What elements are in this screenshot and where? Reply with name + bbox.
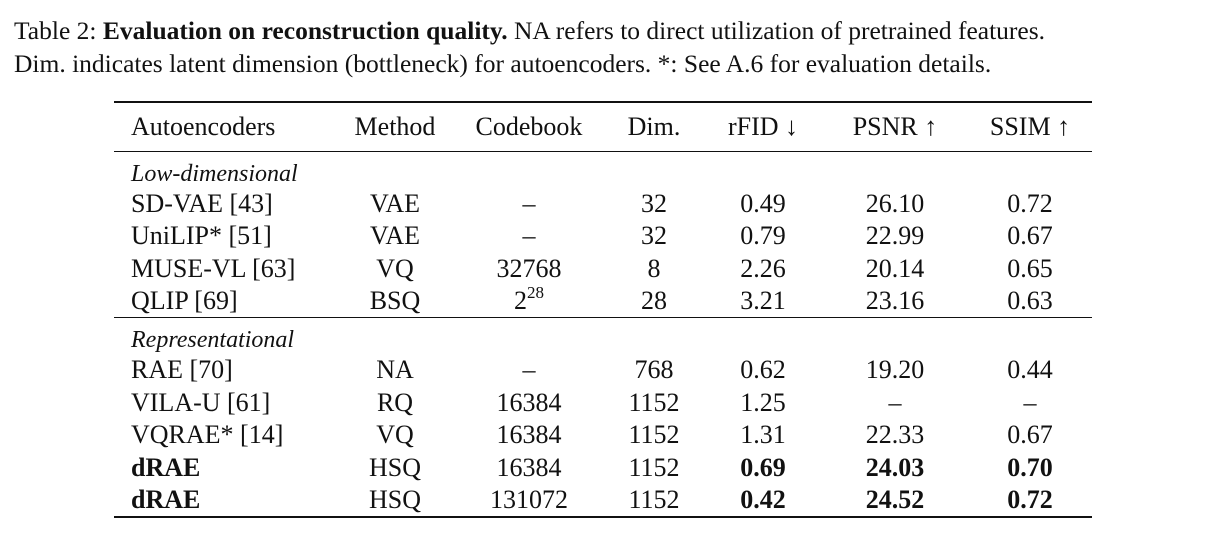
table-cell: 32 bbox=[641, 188, 667, 218]
col-header-ssim: SSIM ↑ bbox=[989, 111, 1071, 141]
table-row: MUSE-VL [63] VQ 32768 8 2.26 20.14 0.65 bbox=[114, 253, 1092, 286]
table-cell: 228 bbox=[454, 283, 604, 318]
caption-label: Table 2: bbox=[14, 16, 97, 45]
table-cell: 0.67 bbox=[1007, 420, 1053, 450]
col-header-psnr: PSNR ↑ bbox=[852, 111, 938, 141]
table-cell: VQ bbox=[376, 253, 414, 283]
table-cell: 0.67 bbox=[1007, 221, 1053, 251]
table-cell: MUSE-VL [63] bbox=[131, 253, 296, 283]
table-cell: 16384 bbox=[496, 420, 562, 450]
table-cell: 1152 bbox=[628, 420, 680, 450]
table-row: dRAE HSQ 131072 1152 0.42 24.52 0.72 bbox=[114, 484, 1092, 517]
table-cell: 28 bbox=[641, 286, 667, 315]
table-cell: VAE bbox=[369, 221, 421, 251]
table-cell: – bbox=[888, 387, 902, 417]
table-cell: BSQ bbox=[369, 286, 421, 315]
caption-line1: NA refers to direct utilization of pretr… bbox=[514, 16, 1046, 45]
table-cell: VQRAE* [14] bbox=[131, 420, 284, 450]
table-cell: – bbox=[522, 355, 536, 385]
col-header-dim: Dim. bbox=[627, 111, 681, 141]
table-cell: RQ bbox=[376, 387, 414, 417]
codebook-exponent: 28 bbox=[527, 283, 544, 302]
table-cell: VAE bbox=[369, 188, 421, 218]
table-cell: 1.31 bbox=[740, 420, 786, 450]
group-header-row: Low-dimensional bbox=[114, 151, 1092, 188]
table-cell: 0.63 bbox=[1007, 286, 1053, 315]
table-cell: 32768 bbox=[496, 253, 562, 283]
table-cell: 8 bbox=[647, 253, 661, 283]
header-row: Autoencoders Method Codebook Dim. rFID ↓… bbox=[114, 102, 1092, 151]
table-row: UniLIP* [51] VAE – 32 0.79 22.99 0.67 bbox=[114, 220, 1092, 253]
table-cell: 0.65 bbox=[1007, 253, 1053, 283]
table-cell: – bbox=[522, 188, 536, 218]
table-caption: Table 2: Evaluation on reconstruction qu… bbox=[14, 14, 1214, 80]
codebook-base: 2 bbox=[514, 286, 527, 315]
table-cell: 3.21 bbox=[740, 286, 786, 315]
table-cell: 2.26 bbox=[740, 253, 786, 283]
table-cell: VQ bbox=[376, 420, 414, 450]
table-row: QLIP [69] BSQ 228 28 3.21 23.16 0.63 bbox=[114, 283, 1092, 318]
table-cell: 0.72 bbox=[1007, 188, 1053, 218]
table-cell: 0.69 bbox=[740, 452, 786, 482]
table-cell: 0.62 bbox=[740, 355, 786, 385]
group-label: Low-dimensional bbox=[131, 160, 298, 187]
table-cell: 0.72 bbox=[1007, 484, 1053, 514]
table-cell: 32 bbox=[641, 221, 667, 251]
results-table-container: Autoencoders Method Codebook Dim. rFID ↓… bbox=[114, 101, 1092, 518]
table-cell: 0.70 bbox=[1007, 452, 1053, 482]
table-cell: HSQ bbox=[368, 452, 421, 482]
results-table: Autoencoders Method Codebook Dim. rFID ↓… bbox=[114, 101, 1092, 518]
table-cell: 0.42 bbox=[740, 484, 786, 514]
table-cell: NA bbox=[376, 355, 414, 385]
col-header-method: Method bbox=[354, 111, 436, 141]
table-cell: 19.20 bbox=[865, 355, 925, 385]
table-cell: UniLIP* [51] bbox=[131, 221, 272, 251]
caption-title: Evaluation on reconstruction quality. bbox=[102, 16, 508, 45]
table-cell: SD-VAE [43] bbox=[131, 188, 273, 218]
table-cell: 0.79 bbox=[740, 221, 786, 251]
table-cell: – bbox=[522, 221, 536, 251]
table-cell: 22.33 bbox=[865, 420, 925, 450]
table-cell: 24.52 bbox=[865, 484, 925, 514]
table-cell: 1152 bbox=[628, 484, 680, 514]
table-cell: VILA-U [61] bbox=[131, 387, 271, 417]
table-cell: dRAE bbox=[131, 452, 201, 482]
table-cell: 0.44 bbox=[1007, 355, 1053, 385]
table-cell: 16384 bbox=[496, 387, 562, 417]
table-cell: 1152 bbox=[628, 387, 680, 417]
table-row: dRAE HSQ 16384 1152 0.69 24.03 0.70 bbox=[114, 452, 1092, 485]
table-cell: 26.10 bbox=[865, 188, 925, 218]
col-header-codebook: Codebook bbox=[475, 111, 583, 141]
table-cell: 131072 bbox=[490, 484, 568, 514]
table-row: RAE [70] NA – 768 0.62 19.20 0.44 bbox=[114, 354, 1092, 387]
table-cell: – bbox=[1023, 387, 1037, 417]
table-cell: 20.14 bbox=[865, 253, 925, 283]
table-cell: QLIP [69] bbox=[131, 286, 238, 315]
table-cell: 23.16 bbox=[865, 286, 925, 315]
table-cell: dRAE bbox=[131, 484, 201, 514]
table-row: VILA-U [61] RQ 16384 1152 1.25 – – bbox=[114, 387, 1092, 420]
table-cell: 24.03 bbox=[865, 452, 925, 482]
table-cell: 0.49 bbox=[740, 188, 786, 218]
group-label: Representational bbox=[131, 327, 295, 353]
table-cell: 16384 bbox=[496, 452, 562, 482]
group-header-row: Representational bbox=[114, 317, 1092, 355]
caption-line2: Dim. indicates latent dimension (bottlen… bbox=[14, 49, 992, 78]
col-header-autoencoders: Autoencoders bbox=[131, 111, 276, 141]
table-cell: HSQ bbox=[368, 484, 421, 514]
table-body: Low-dimensional SD-VAE [43] VAE – 32 0.49 26.1… bbox=[114, 151, 1092, 517]
table-cell: 1.25 bbox=[740, 387, 786, 417]
table-cell: 1152 bbox=[628, 452, 680, 482]
col-header-rfid: rFID ↓ bbox=[727, 111, 799, 141]
table-row: SD-VAE [43] VAE – 32 0.49 26.10 0.72 bbox=[114, 188, 1092, 221]
table-cell: 768 bbox=[634, 355, 674, 385]
table-row: VQRAE* [14] VQ 16384 1152 1.31 22.33 0.67 bbox=[114, 419, 1092, 452]
table-cell: 22.99 bbox=[865, 221, 925, 251]
table-cell: RAE [70] bbox=[131, 355, 233, 385]
